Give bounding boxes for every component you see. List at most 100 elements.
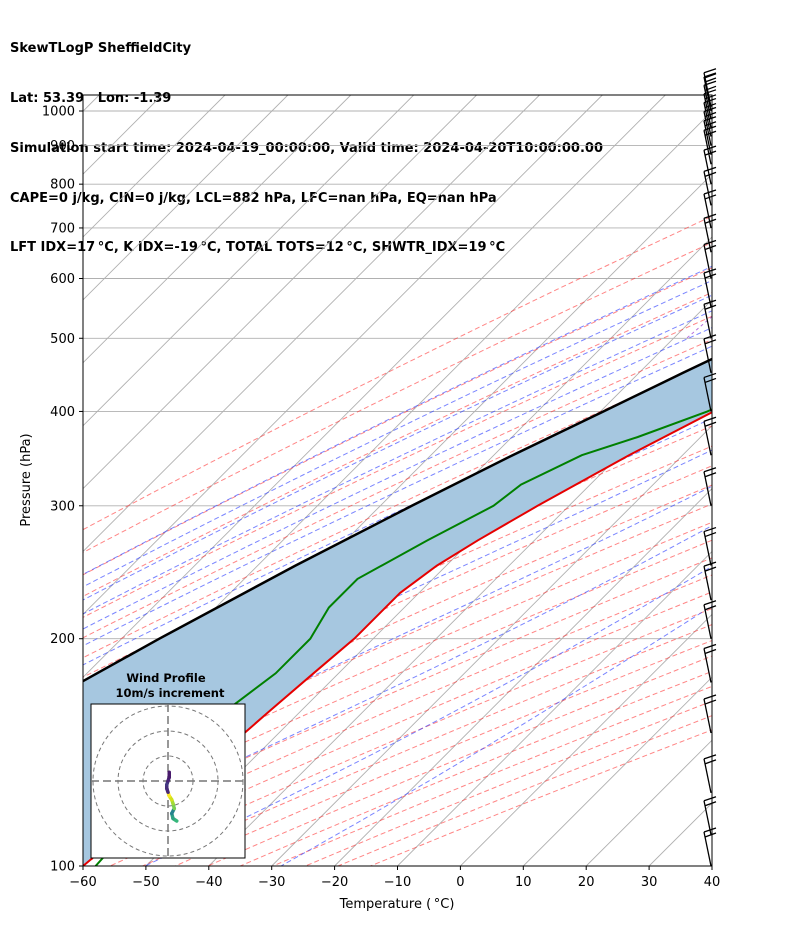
isotherm-gridline [648,802,712,866]
barb-flag [704,111,717,118]
wind-barb [703,600,717,639]
wind-barb [703,796,717,835]
barb-staff [703,218,712,253]
y-tick-label: 1000 [42,104,75,119]
wind-barb [703,334,717,373]
barb-flag [704,150,717,156]
chart-title-block: SkewTLogP SheffieldCity Lat: 53.39 Lon: … [10,8,603,274]
y-tick-label: 400 [50,405,75,420]
barb-flag [704,531,717,538]
barb-flag [704,102,717,109]
barb-flag [703,643,717,650]
x-tick-label: 40 [704,875,721,890]
barb-staff [703,85,712,120]
barb-flag [704,244,717,251]
title-line-4: CAPE=0 j/kg, CIN=0 j/kg, LCL=882 hPa, LF… [10,190,497,206]
barb-flag [704,832,717,838]
barb-flag [703,526,717,533]
isotherm-gridline [522,676,712,866]
cin-cape-shading [83,359,712,866]
wind-barb [703,125,717,165]
wind-barb [703,561,717,601]
hodograph-inset: Wind Profile 10m/s increment [90,671,246,859]
barb-flag [703,796,717,802]
wind-barb [703,213,717,253]
hodograph-plot [91,704,245,858]
parcel-profile-line [83,357,712,683]
barb-flag [704,73,717,79]
barb-flag [704,759,717,765]
barb-flag [703,166,717,172]
wind-barb [703,239,717,279]
barb-flag [703,72,717,78]
y-tick-label: 700 [50,221,75,236]
barb-staff [703,150,712,185]
moist-adiabat [83,310,712,615]
isotherm-gridline [83,95,352,364]
barb-flag [704,194,717,200]
barb-flag [704,801,717,807]
barb-flag [703,372,717,379]
barb-flag [703,125,717,131]
isotherm-gridline [460,613,712,866]
barb-flag [703,600,717,606]
x-tick-label: −60 [69,875,96,890]
isotherm-gridline [208,362,712,866]
barb-flag [703,299,717,305]
barb-flag [704,94,717,100]
mixing-ratio-line [769,95,794,338]
x-tick-label: 20 [578,875,595,890]
barb-staff [703,130,712,165]
barb-flag [704,699,717,705]
barb-flag [703,334,717,340]
x-tick-label: −30 [258,875,285,890]
x-axis-label: Temperature ( °C) [339,897,455,912]
y-tick-label: 800 [50,178,75,193]
barb-flag [703,268,717,274]
y-tick-label: 300 [50,499,75,514]
dry-adiabat [83,445,712,734]
y-tick-label: 600 [50,272,75,287]
barb-flag [704,218,717,224]
isotherm-gridline [83,95,666,678]
wind-barb [703,299,717,339]
barb-flag [703,561,717,567]
wind-barb [703,526,717,566]
moist-adiabat [83,525,712,835]
y-tick-label: 200 [50,632,75,647]
barb-staff [703,565,712,601]
barb-flag [703,416,717,422]
moist-adiabat [83,265,712,575]
moist-adiabat [83,345,712,647]
title-line-3: Simulation start time: 2024-04-19_00:00:… [10,140,603,156]
wind-barb [703,268,717,308]
barb-staff [703,120,712,155]
barb-flag [703,89,717,95]
barb-flag [704,339,717,345]
barb-flag [703,239,717,246]
barb-staff [703,648,712,683]
barb-staff [703,171,712,206]
mixing-ratio-line [686,315,712,339]
x-tick-label: −50 [132,875,159,890]
barb-flag [703,145,717,151]
y-tick-label: 500 [50,332,75,347]
barb-flag [703,827,717,833]
x-tick-label: 10 [515,875,532,890]
x-tick-label: −40 [195,875,222,890]
dry-adiabat [83,241,712,554]
moist-adiabat [83,449,712,746]
barb-flag [703,694,717,700]
x-tick-label: −10 [384,875,411,890]
barb-staff [703,471,712,506]
hodograph-subtitle: 10m/s increment [116,686,225,700]
y-axis-label: Pressure (hPa) [19,433,34,526]
barb-staff [703,377,712,412]
barb-flag [704,77,717,83]
isotherm-gridline [83,95,289,301]
dry-adiabat [83,215,712,531]
barb-staff [703,531,712,566]
barb-staff [703,604,712,639]
barb-staff [703,800,712,835]
